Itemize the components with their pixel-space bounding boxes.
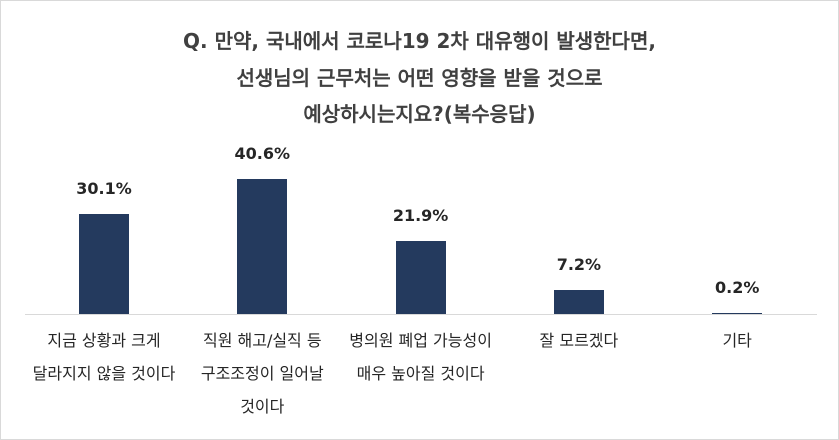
bar [712,313,763,314]
data-label: 0.2% [715,278,760,298]
chart-title: 선생님의 근무처는 어떤 영향을 받을 것으로 [236,66,603,90]
x-tick-label: 지금 상황과 크게 달라지지 않을 것이다 [32,331,176,383]
data-label: 30.1% [76,178,132,198]
x-tick-label: 기타 [722,331,752,350]
x-tick-label: 병의원 폐업 가능성이 매우 높아질 것이다 [349,331,492,383]
x-tick-label: 잘 모르겠다 [539,331,619,350]
data-label: 40.6% [234,143,291,163]
bar [237,178,288,314]
x-tick-label: 직원 해고/실직 등 구조조정이 일어날 것이다 [200,331,324,416]
chart-title: 예상하시는지요?(복수응답) [303,102,536,126]
baseline [25,314,817,315]
bar [79,213,129,314]
bar [553,290,604,314]
bar [395,241,446,314]
data-label: 7.2% [556,255,602,275]
data-label: 21.9% [392,206,449,226]
chart-title: Q. 만약, 국내에서 코로나19 2차 대유행이 발생한다면, [183,29,656,53]
